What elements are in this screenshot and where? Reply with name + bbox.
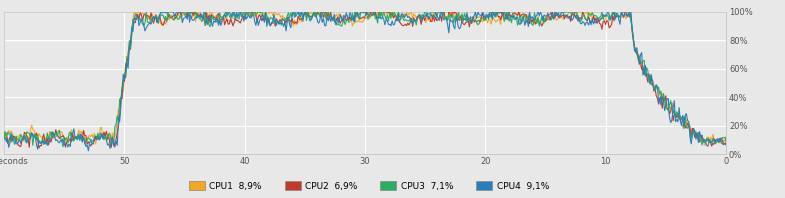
Legend: CPU1  8,9%, CPU2  6,9%, CPU3  7,1%, CPU4  9,1%: CPU1 8,9%, CPU2 6,9%, CPU3 7,1%, CPU4 9,… (186, 178, 552, 193)
